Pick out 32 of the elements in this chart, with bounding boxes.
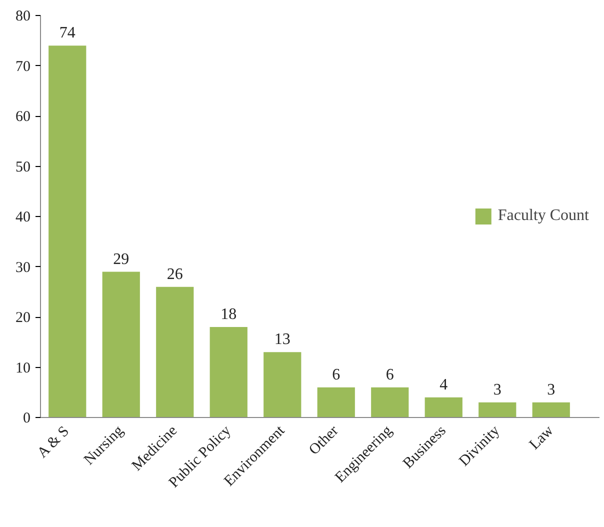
- bar: [210, 327, 248, 418]
- y-tick-label: 80: [16, 8, 30, 24]
- data-label: 3: [547, 381, 556, 398]
- y-tick-label: 60: [16, 109, 30, 125]
- bar: [102, 272, 140, 418]
- data-label: 26: [166, 266, 183, 283]
- y-tick-label: 50: [16, 159, 30, 176]
- data-label: 4: [440, 376, 448, 394]
- y-tick-label: 70: [16, 58, 30, 75]
- bar: [156, 286, 194, 418]
- data-label: 6: [386, 366, 394, 384]
- data-label: 3: [493, 381, 502, 398]
- data-label: 74: [59, 24, 76, 42]
- y-tick-label: 20: [16, 310, 30, 326]
- data-label: 13: [274, 331, 290, 348]
- y-tick-label: 0: [23, 410, 30, 426]
- bar: [48, 46, 86, 418]
- bar: [264, 352, 302, 418]
- y-tick-label: 10: [16, 360, 30, 376]
- bar: [532, 402, 570, 418]
- data-label: 29: [113, 250, 130, 268]
- bar: [317, 387, 355, 418]
- bar: [424, 397, 462, 418]
- y-tick-label: 30: [16, 260, 30, 276]
- bar: [371, 387, 409, 418]
- y-tick-label: 40: [16, 210, 30, 226]
- x-tick-label: A & S: [34, 423, 72, 462]
- x-tick-label: Law: [526, 422, 557, 454]
- legend-label: Faculty Count: [498, 207, 589, 225]
- data-label: 18: [220, 306, 237, 324]
- bar: [478, 402, 516, 418]
- data-label: 6: [332, 366, 340, 384]
